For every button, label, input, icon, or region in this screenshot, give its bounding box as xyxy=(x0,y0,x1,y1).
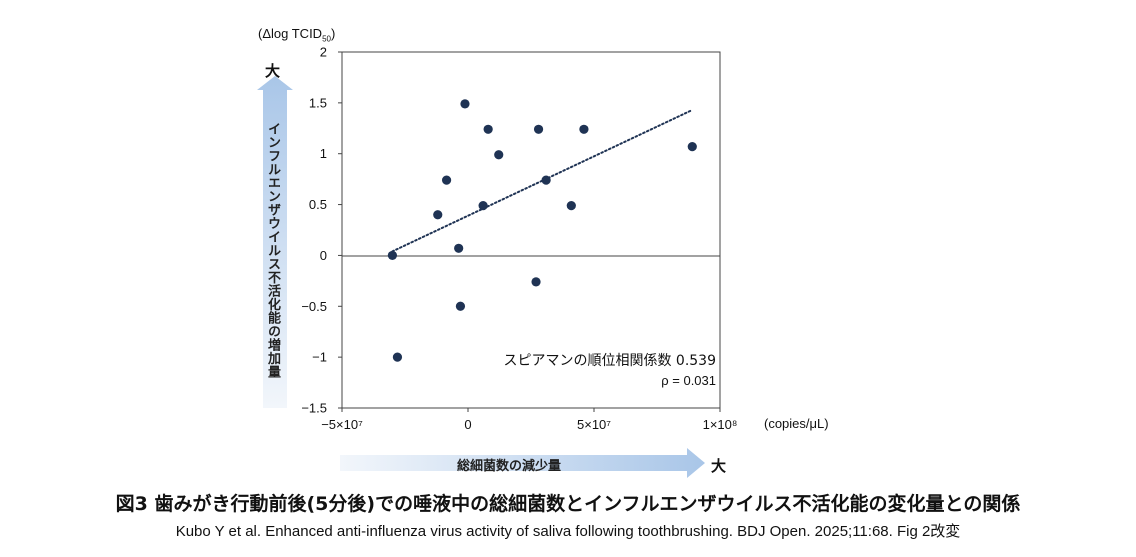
data-point xyxy=(533,124,544,134)
data-point xyxy=(460,99,470,109)
figure-title: 図3 歯みがき行動前後(5分後)での唾液中の総細菌数とインフルエンザウイルス不活… xyxy=(115,493,1021,515)
data-point xyxy=(478,200,488,211)
data-point xyxy=(579,124,589,134)
data-point xyxy=(483,124,493,134)
y-tick-label: −1 xyxy=(312,350,327,365)
data-point xyxy=(531,277,541,287)
x-tick-label: −5×10⁷ xyxy=(321,417,363,432)
y-direction-arrow xyxy=(257,76,293,408)
data-point xyxy=(433,210,443,220)
y-tick-label: 2 xyxy=(320,45,327,60)
y-tick-label: 0.5 xyxy=(309,197,327,212)
y-axis-unit: (Δlog TCID50) xyxy=(258,26,336,44)
x-axis-unit: (copies/μL) xyxy=(764,416,829,431)
plot-area-frame xyxy=(341,51,721,409)
data-point xyxy=(392,352,403,362)
y-tick-label: 0 xyxy=(320,248,327,263)
x-tick-label: 5×10⁷ xyxy=(577,417,611,432)
x-tick-label: 1×10⁸ xyxy=(703,417,738,432)
y-axis-label: インフルエンザウイルス不活化能の増加量 xyxy=(265,122,280,379)
data-point xyxy=(541,175,551,185)
x-direction-arrow xyxy=(340,448,705,478)
y-tick-label: 1 xyxy=(320,146,327,161)
y-tick-label: −0.5 xyxy=(301,299,327,314)
data-point xyxy=(441,175,452,185)
y-tick-label: −1.5 xyxy=(301,401,327,416)
data-point xyxy=(387,250,397,261)
x-arrow-end-label: 大 xyxy=(711,457,727,475)
spearman-coefficient: スピアマンの順位相関係数 0.539 xyxy=(503,353,716,369)
data-point xyxy=(566,200,576,211)
x-tick-label: 0 xyxy=(464,417,471,432)
data-point xyxy=(455,301,466,311)
p-value: ρ = 0.031 xyxy=(661,373,716,388)
figure-citation: Kubo Y et al. Enhanced anti-influenza vi… xyxy=(175,523,961,540)
y-arrow-end-label: 大 xyxy=(265,62,281,80)
data-point xyxy=(687,141,697,152)
y-tick-label: 1.5 xyxy=(309,95,327,110)
correlation-stats: スピアマンの順位相関係数 0.539 ρ = 0.031 xyxy=(498,352,716,390)
data-point xyxy=(494,150,504,160)
data-point xyxy=(454,243,464,253)
x-axis-label: 総細菌数の減少量 xyxy=(457,459,562,474)
